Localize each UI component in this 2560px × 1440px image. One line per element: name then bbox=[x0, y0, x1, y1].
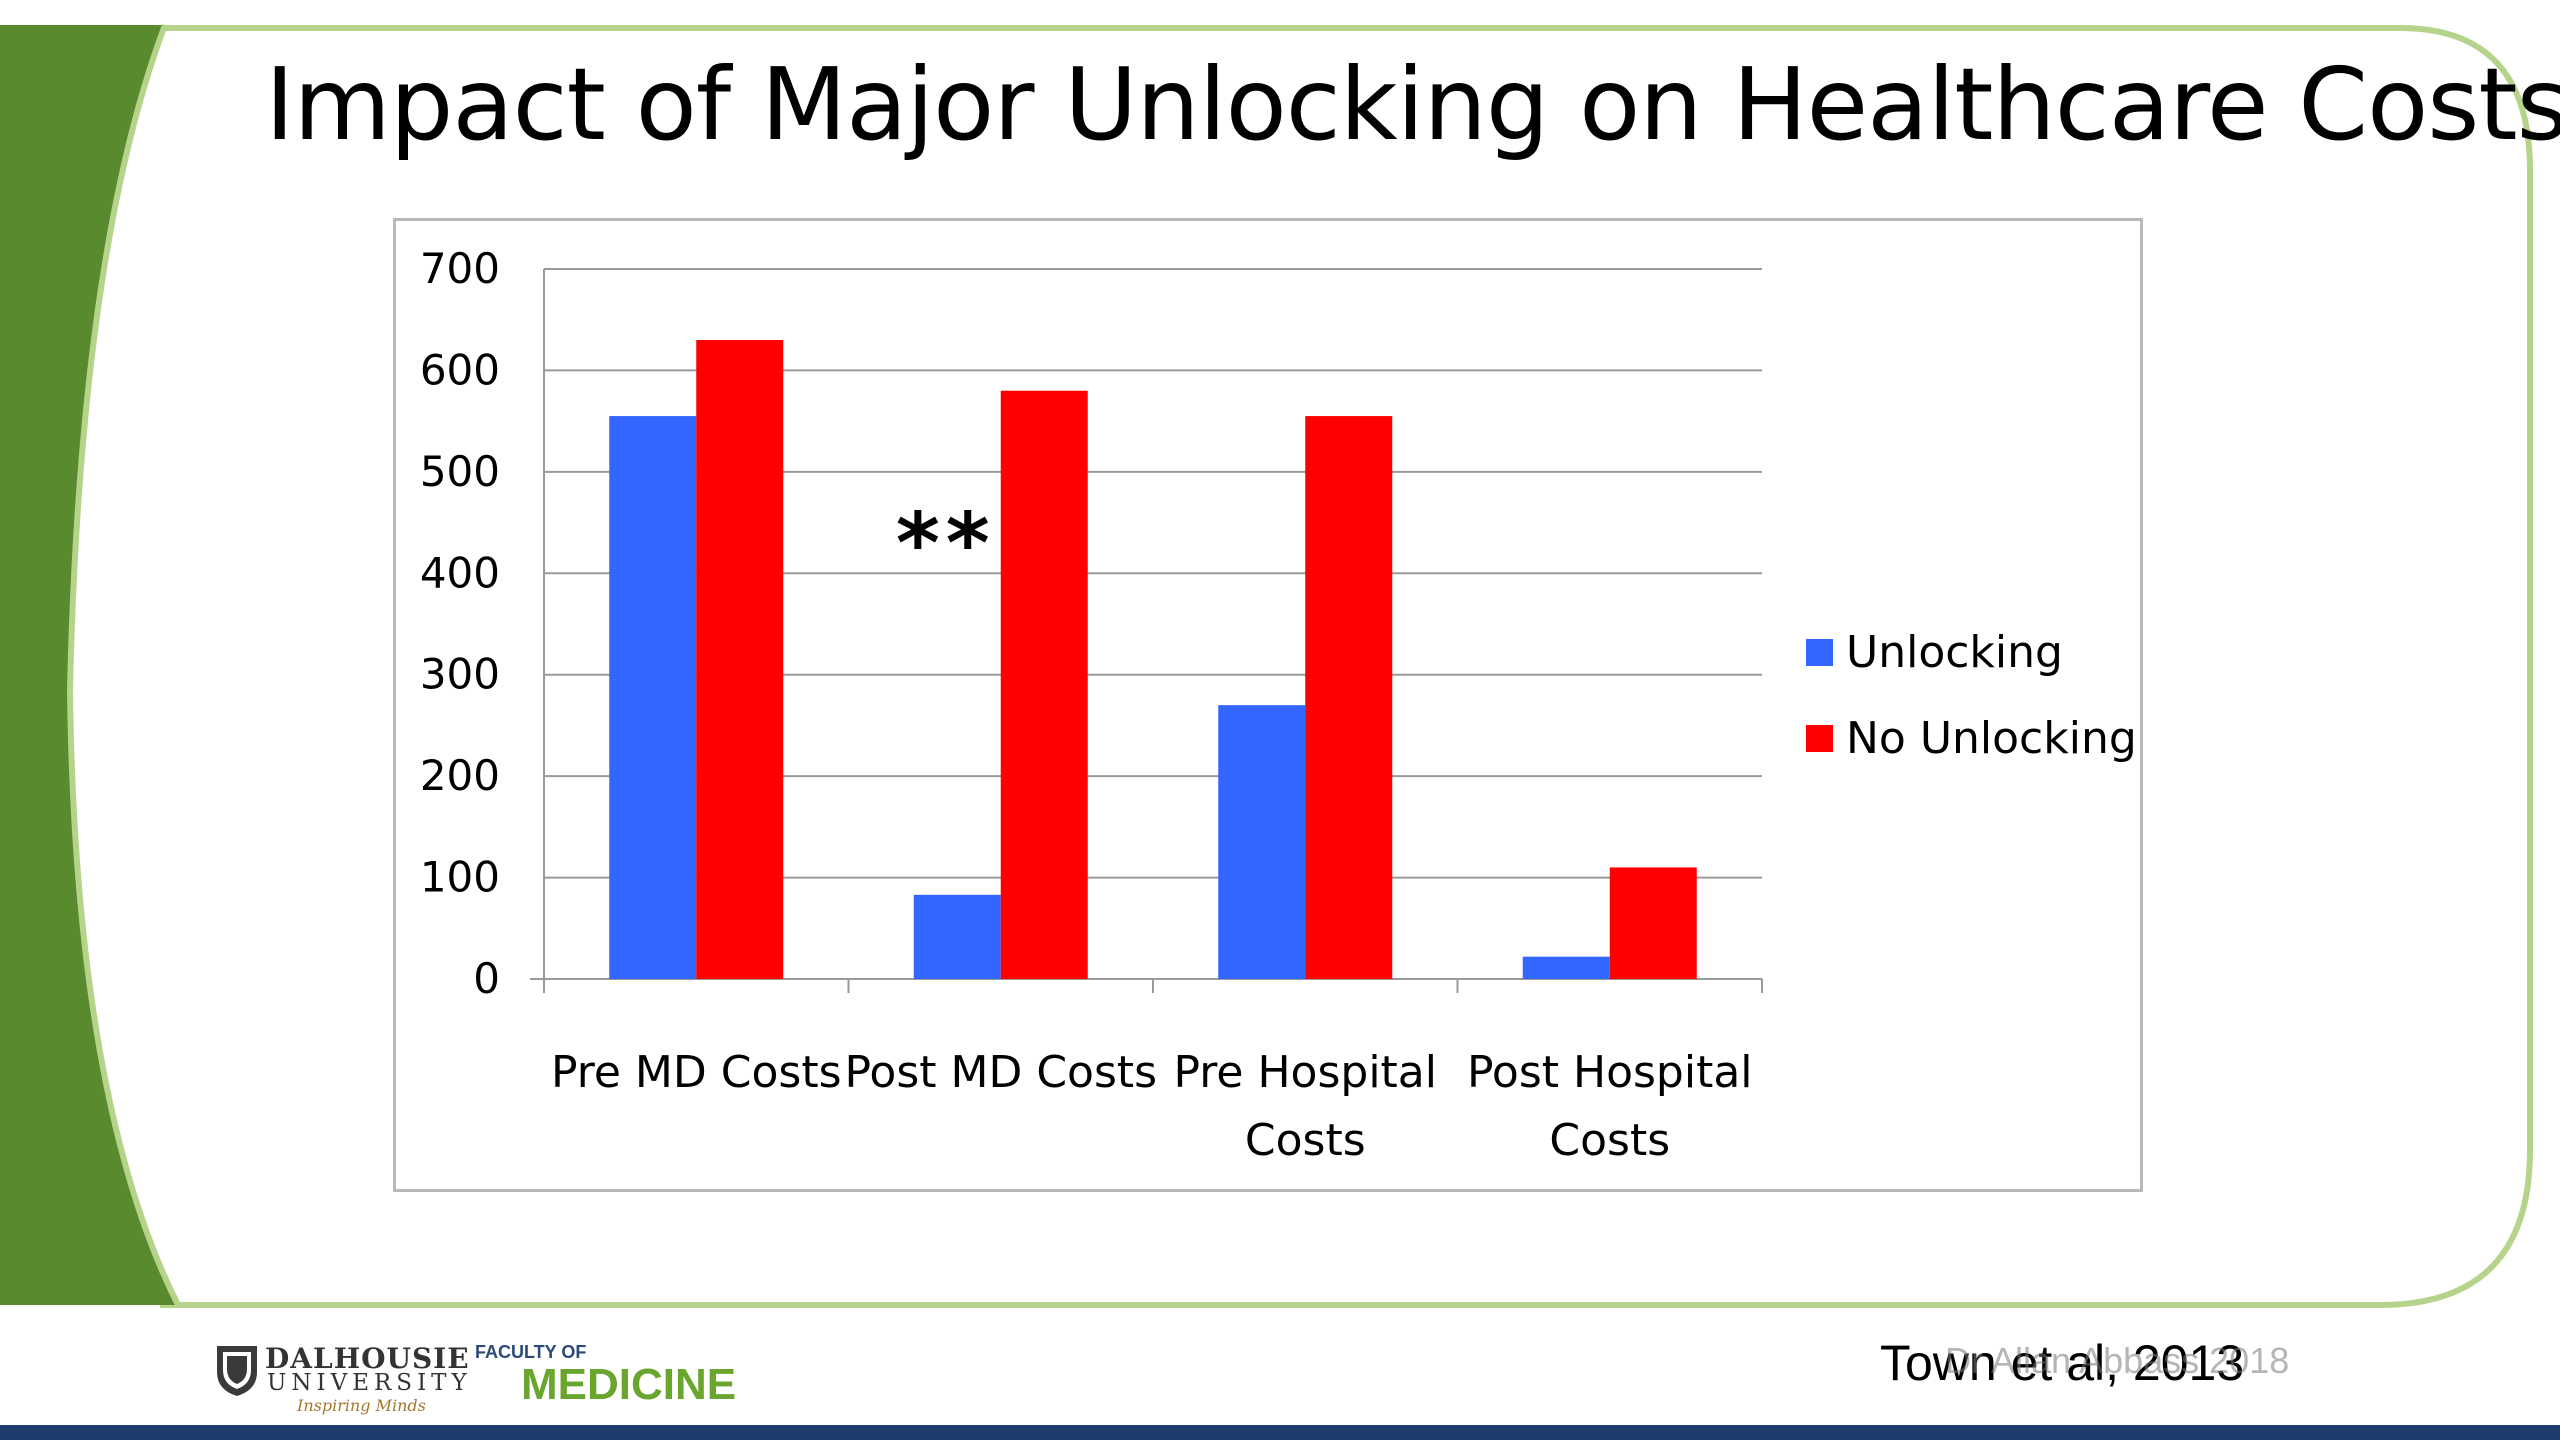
bar-chart: 0 100 200 300 400 500 600 700 Pre MD Costs Post M… bbox=[420, 244, 2137, 1166]
watermark: Dr Allan Abbass 2018 bbox=[1945, 1340, 2290, 1381]
bar-no-unlocking bbox=[696, 340, 784, 979]
slide-left-green-swoosh bbox=[0, 25, 178, 1305]
university-tagline: Inspiring Minds bbox=[297, 1396, 426, 1415]
y-tick-label: 0 bbox=[473, 954, 500, 1003]
slide-title: Impact of Major Unlocking on Healthcare … bbox=[265, 46, 2560, 163]
bar-unlocking bbox=[609, 416, 697, 979]
y-tick-label: 100 bbox=[420, 853, 500, 902]
bar-unlocking bbox=[913, 894, 1001, 979]
faculty-label: FACULTY OF bbox=[475, 1342, 587, 1362]
citation: Town et al, 2013 bbox=[1880, 1335, 2245, 1391]
significance-marker: ** bbox=[896, 495, 996, 593]
slide-frame-outline bbox=[160, 25, 2533, 1308]
y-tick-label: 700 bbox=[420, 244, 500, 293]
university-word: UNIVERSITY bbox=[267, 1370, 472, 1396]
legend-label: Unlocking bbox=[1846, 627, 2063, 678]
bar-no-unlocking bbox=[1000, 390, 1088, 979]
legend-label: No Unlocking bbox=[1846, 713, 2137, 764]
x-tick-label: Costs bbox=[1549, 1115, 1670, 1166]
chart-frame: 0 100 200 300 400 500 600 700 Pre MD Costs Post M… bbox=[393, 218, 2143, 1192]
y-tick-label: 600 bbox=[420, 345, 500, 394]
slide-left-light-edge bbox=[66, 23, 181, 1307]
y-tick-label: 500 bbox=[420, 447, 500, 496]
y-tick-label: 200 bbox=[420, 751, 500, 800]
bar-unlocking bbox=[1522, 956, 1610, 979]
legend-swatch-no-unlocking bbox=[1806, 725, 1833, 752]
x-tick-label: Pre Hospital bbox=[1174, 1047, 1437, 1098]
legend-swatch-unlocking bbox=[1806, 639, 1833, 666]
x-tick-label: Post Hospital bbox=[1467, 1047, 1753, 1098]
x-tick-label: Pre MD Costs bbox=[551, 1047, 842, 1098]
bar-no-unlocking bbox=[1305, 416, 1393, 979]
y-tick-label: 400 bbox=[420, 548, 500, 597]
bottom-bar bbox=[0, 1425, 2560, 1440]
x-tick-label: Costs bbox=[1245, 1115, 1366, 1166]
bar-unlocking bbox=[1218, 705, 1306, 979]
x-tick-label: Post MD Costs bbox=[844, 1047, 1157, 1098]
y-tick-label: 300 bbox=[420, 650, 500, 699]
crest-icon bbox=[217, 1346, 257, 1396]
dalhousie-logo: DALHOUSIE UNIVERSITY Inspiring Minds bbox=[215, 1340, 469, 1420]
faculty-name: MEDICINE bbox=[521, 1360, 737, 1409]
university-name: DALHOUSIE bbox=[265, 1342, 470, 1375]
bar-no-unlocking bbox=[1609, 867, 1697, 979]
